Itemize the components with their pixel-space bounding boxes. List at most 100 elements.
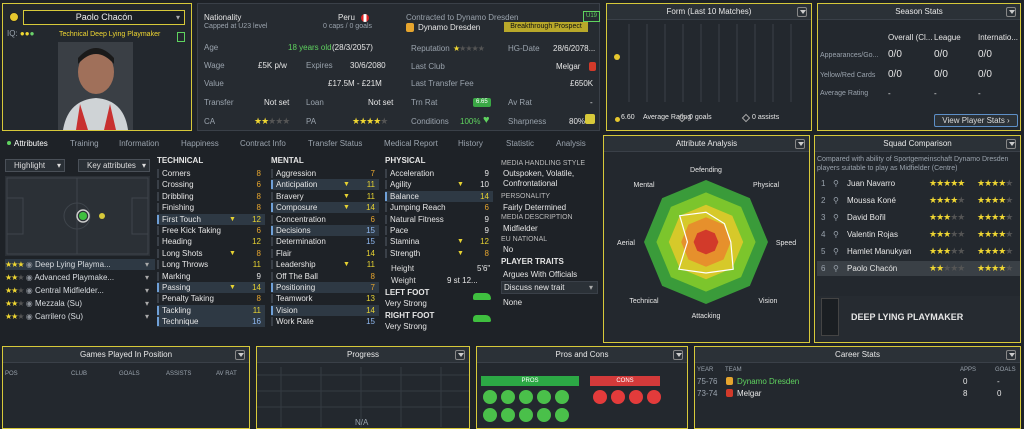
attribute-row[interactable]: Finishing 8 [157,202,265,213]
position-item[interactable]: ★★★ ◉ Central Midfielder... ▾ [5,286,149,295]
attribute-row[interactable]: Strength ▼ 8 [385,248,493,259]
attribute-row[interactable]: Composure ▼ 14 [271,202,379,214]
squad-name: David Bořil [847,213,886,222]
squad-row[interactable]: 1 ⚲ Juan Navarro ★★★★★ ★★★★★ [817,176,1020,191]
pro-icon[interactable] [537,390,551,404]
attribute-bar [271,169,273,178]
squad-row[interactable]: 5 ⚲ Hamlet Manukyan ★★★★★ ★★★★★ [817,244,1020,259]
squad-row[interactable]: 6 ⚲ Paolo Chacón ★★★★★ ★★★★★ [817,261,1020,276]
pro-icon[interactable] [501,390,515,404]
form-assists-icon [741,113,751,123]
key-attributes-dropdown[interactable]: Key attributes ▾ [78,159,150,172]
attribute-row[interactable]: Teamwork 13 [271,293,379,304]
chevron-down-icon: ▾ [144,312,149,321]
attribute-row[interactable]: Natural Fitness 9 [385,214,493,225]
player-name-box[interactable]: Paolo Chacón ▾ [23,10,185,25]
career-team[interactable]: Dynamo Dresden [737,377,800,386]
analysis-menu-button[interactable] [795,139,805,149]
position-item[interactable]: ★★★ ◉ Advanced Playmake... ▾ [5,273,149,282]
position-item[interactable]: ★★★ ◉ Carrilero (Su) ▾ [5,312,149,321]
attribute-row[interactable]: Long Throws 11 [157,259,265,270]
attribute-row[interactable]: Aggression 7 [271,168,379,179]
attribute-row[interactable]: Technique 16 [157,316,265,328]
tab-statistic[interactable]: Statistic [506,139,535,148]
attribute-row[interactable]: Concentration 6 [271,214,379,225]
notes-icon[interactable] [177,32,185,42]
attribute-row[interactable]: Bravery ▼ 11 [271,191,379,202]
lastclub-value[interactable]: Melgar [556,62,581,71]
career-menu-button[interactable] [1006,350,1016,360]
con-icon[interactable] [629,390,643,404]
pro-icon[interactable] [519,390,533,404]
attribute-name: Pace [390,226,409,235]
attribute-row[interactable]: Long Shots ▼ 8 [157,248,265,259]
attribute-row[interactable]: Work Rate 15 [271,316,379,327]
nationality-value[interactable]: Peru [338,13,355,22]
pro-icon[interactable] [537,408,551,422]
attribute-row[interactable]: Leadership ▼ 11 [271,259,379,270]
club-name[interactable]: Dynamo Dresden [418,23,481,32]
tab-analysis[interactable]: Analysis [556,139,586,148]
position-item[interactable]: ★★★ ◉ Mezzala (Su) ▾ [5,299,149,308]
attribute-row[interactable]: Penalty Taking 8 [157,293,265,304]
attribute-row[interactable]: Determination 15 [271,236,379,247]
tab-information[interactable]: Information [119,139,160,148]
attribute-row[interactable]: Positioning 7 [271,282,379,293]
squad-menu-button[interactable] [1006,139,1016,149]
pro-icon[interactable] [519,408,533,422]
attribute-name: Concentration [276,214,326,224]
attribute-row[interactable]: Marking 9 [157,271,265,282]
games-menu-button[interactable] [235,350,245,360]
position-item[interactable]: ★★★ ◉ Deep Lying Playma... ▾ [5,259,155,270]
con-icon[interactable] [611,390,625,404]
attribute-row[interactable]: Decisions 15 [271,225,379,236]
career-team[interactable]: Melgar [737,389,762,398]
attribute-row[interactable]: Crossing 6 [157,179,265,190]
tab-attributes[interactable]: Attributes [14,139,48,148]
squad-row[interactable]: 3 ⚲ David Bořil ★★★★★ ★★★★★ [817,210,1020,225]
attribute-row[interactable]: Jumping Reach 6 [385,202,493,213]
form-menu-button[interactable] [797,7,807,17]
squad-row[interactable]: 2 ⚲ Moussa Koné ★★★★★ ★★★★★ [817,193,1020,208]
attribute-row[interactable]: Dribbling 8 [157,191,265,202]
attribute-row[interactable]: Anticipation ▼ 11 [271,179,379,191]
tab-medical-report[interactable]: Medical Report [384,139,438,148]
chevron-down-icon: ▾ [144,286,149,295]
attribute-row[interactable]: Acceleration 9 [385,168,493,179]
pro-icon[interactable] [555,390,569,404]
attribute-row[interactable]: Flair 14 [271,248,379,259]
attribute-row[interactable]: Off The Ball 8 [271,271,379,282]
attribute-row[interactable]: Stamina ▼ 12 [385,236,493,247]
tab-contract-info[interactable]: Contract Info [240,139,286,148]
attribute-row[interactable]: Heading 12 [157,236,265,247]
pro-icon[interactable] [483,408,497,422]
progress-menu-button[interactable] [455,350,465,360]
tab-transfer-status[interactable]: Transfer Status [308,139,363,148]
attribute-row[interactable]: Vision 14 [271,304,379,316]
pro-icon[interactable] [501,408,515,422]
loan-value[interactable]: Not set [368,98,394,107]
discuss-trait-dropdown[interactable]: Discuss new trait ▾ [501,281,598,294]
pros-menu-button[interactable] [673,350,683,360]
transfer-value[interactable]: Not set [264,98,290,107]
attribute-row[interactable]: Tackling 11 [157,304,265,316]
squad-row[interactable]: 4 ⚲ Valentin Rojas ★★★★★ ★★★★★ [817,227,1020,242]
con-icon[interactable] [593,390,607,404]
highlight-dropdown[interactable]: Highlight ▾ [5,159,65,172]
attribute-row[interactable]: Passing ▼ 14 [157,282,265,293]
season-menu-button[interactable] [1006,7,1016,17]
attribute-row[interactable]: Balance 14 [385,190,493,202]
con-icon[interactable] [647,390,661,404]
pro-icon[interactable] [483,390,497,404]
pro-icon[interactable] [555,408,569,422]
attribute-row[interactable]: First Touch ▼ 12 [157,213,265,225]
tab-happiness[interactable]: Happiness [181,139,219,148]
tab-training[interactable]: Training [70,139,99,148]
attribute-row[interactable]: Corners 8 [157,168,265,179]
attribute-row[interactable]: Agility ▼ 10 [385,179,493,190]
view-player-stats-button[interactable]: View Player Stats › [934,114,1018,127]
attribute-row[interactable]: Free Kick Taking 6 [157,225,265,236]
attribute-row[interactable]: Pace 9 [385,225,493,236]
tab-history[interactable]: History [458,139,483,148]
attribute-value: 8 [256,248,261,258]
